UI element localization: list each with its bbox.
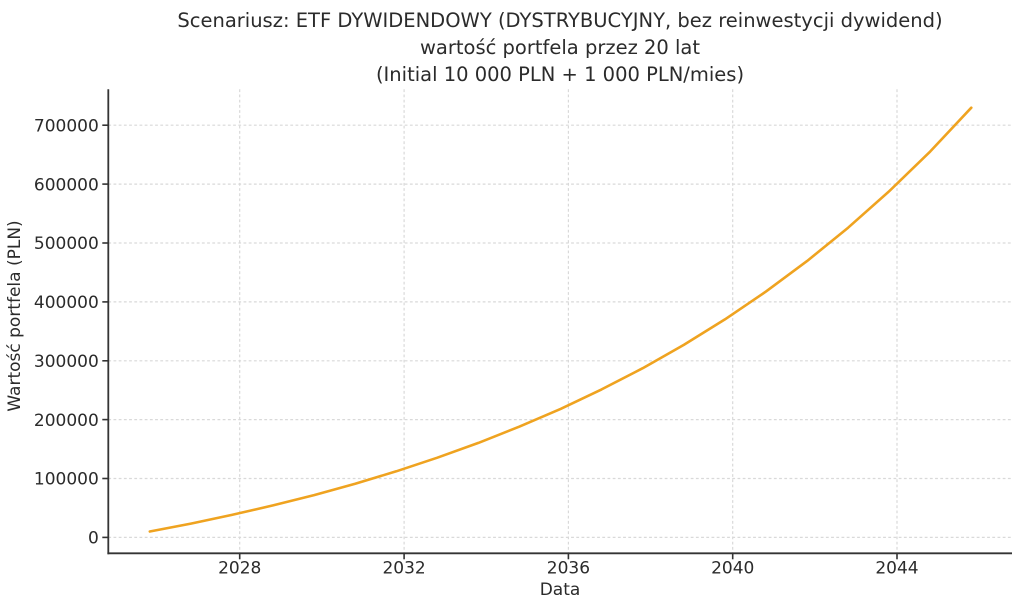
y-tick-label: 0 [88, 529, 99, 549]
y-tick-label: 700000 [34, 116, 99, 136]
x-tick-label: 2044 [875, 558, 918, 578]
chart-title-line-3: (Initial 10 000 PLN + 1 000 PLN/mies) [375, 63, 745, 86]
x-tick-label: 2036 [547, 558, 590, 578]
chart-title: Scenariusz: ETF DYWIDENDOWY (DYSTRYBUCYJ… [108, 7, 1012, 88]
x-axis-label: Data [539, 580, 581, 600]
portfolio-value-line [148, 106, 973, 533]
y-tick-label: 200000 [34, 411, 99, 431]
y-tick-label: 100000 [34, 470, 99, 490]
y-tick-label: 300000 [34, 352, 99, 372]
chart-title-line-2: wartość portfela przez 20 lat [419, 36, 701, 59]
y-tick-label: 600000 [34, 175, 99, 195]
y-axis-label: Wartość portfela (PLN) [5, 220, 25, 412]
y-tick-label: 500000 [34, 234, 99, 254]
chart-title-line-1: Scenariusz: ETF DYWIDENDOWY (DYSTRYBUCYJ… [177, 9, 943, 32]
x-tick-label: 2028 [218, 558, 261, 578]
x-tick-label: 2040 [711, 558, 754, 578]
x-tick-label: 2032 [382, 558, 425, 578]
y-tick-label: 400000 [34, 293, 99, 313]
